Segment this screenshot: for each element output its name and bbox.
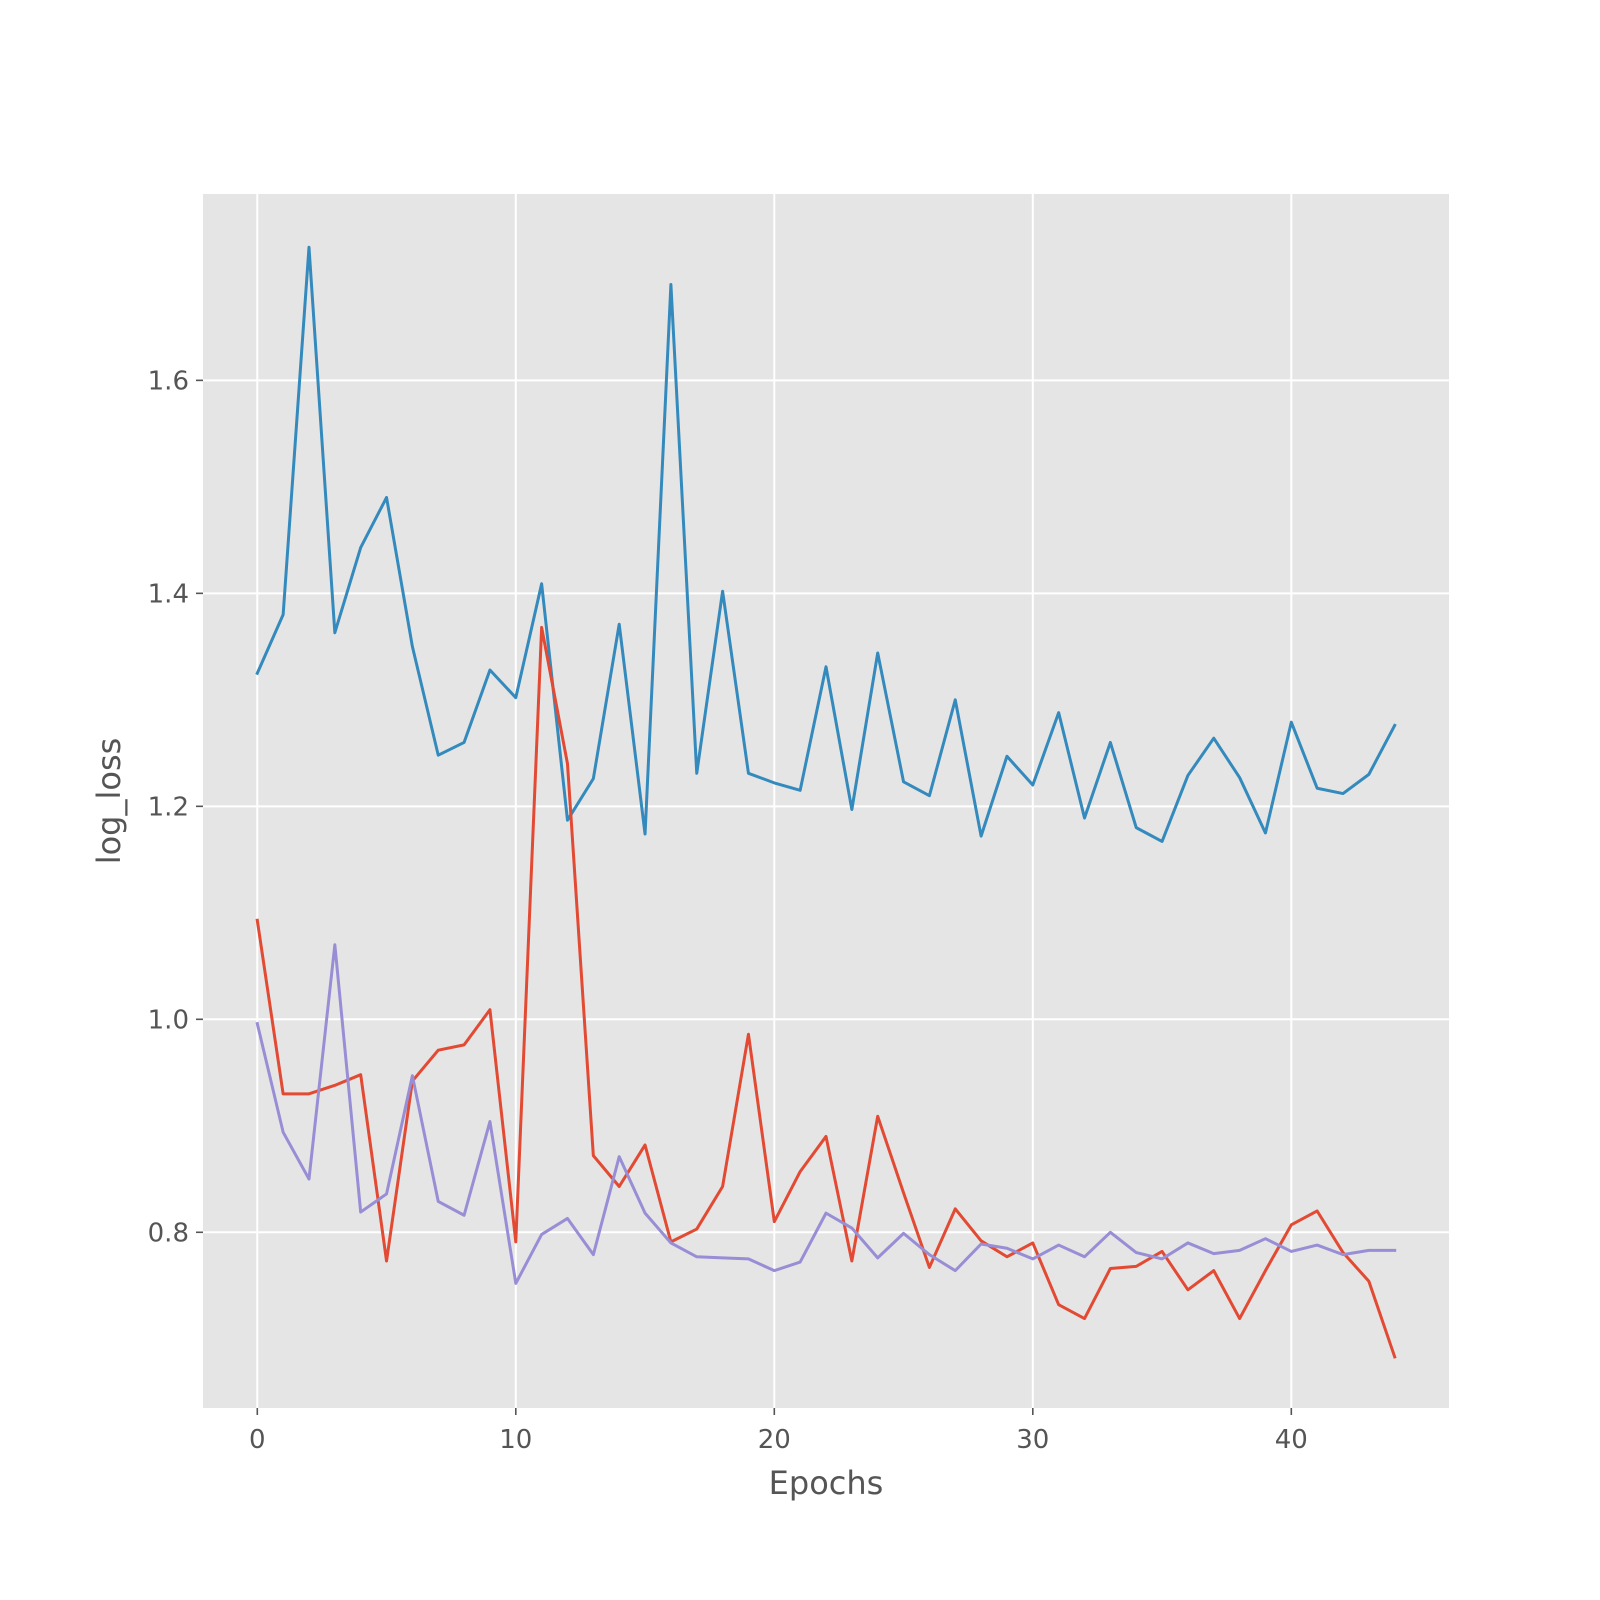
- y-tick-label: 1.0: [148, 1005, 189, 1035]
- series-line-1: [255, 245, 1397, 843]
- y-tick-label: 0.8: [148, 1218, 189, 1248]
- x-tick-label: 30: [1016, 1425, 1049, 1455]
- axis-ticks: 0 10 20 30 40 0.8 1.0 1.2 1.4 1.6: [148, 366, 1308, 1455]
- plot-area: [203, 194, 1449, 1408]
- series-layer: [255, 245, 1397, 1359]
- x-tick-label: 20: [758, 1425, 791, 1455]
- x-axis-label: Epochs: [769, 1464, 884, 1502]
- y-tick-label: 1.6: [148, 366, 189, 396]
- series-line-3: [255, 943, 1397, 1285]
- y-tick-label: 1.2: [148, 792, 189, 822]
- grid-lines: [203, 194, 1449, 1408]
- series-line-2: [255, 625, 1397, 1359]
- x-tick-label: 10: [499, 1425, 532, 1455]
- x-tick-label: 0: [249, 1425, 266, 1455]
- x-tick-label: 40: [1275, 1425, 1308, 1455]
- y-axis-label: log_loss: [90, 738, 128, 865]
- y-tick-label: 1.4: [148, 579, 189, 609]
